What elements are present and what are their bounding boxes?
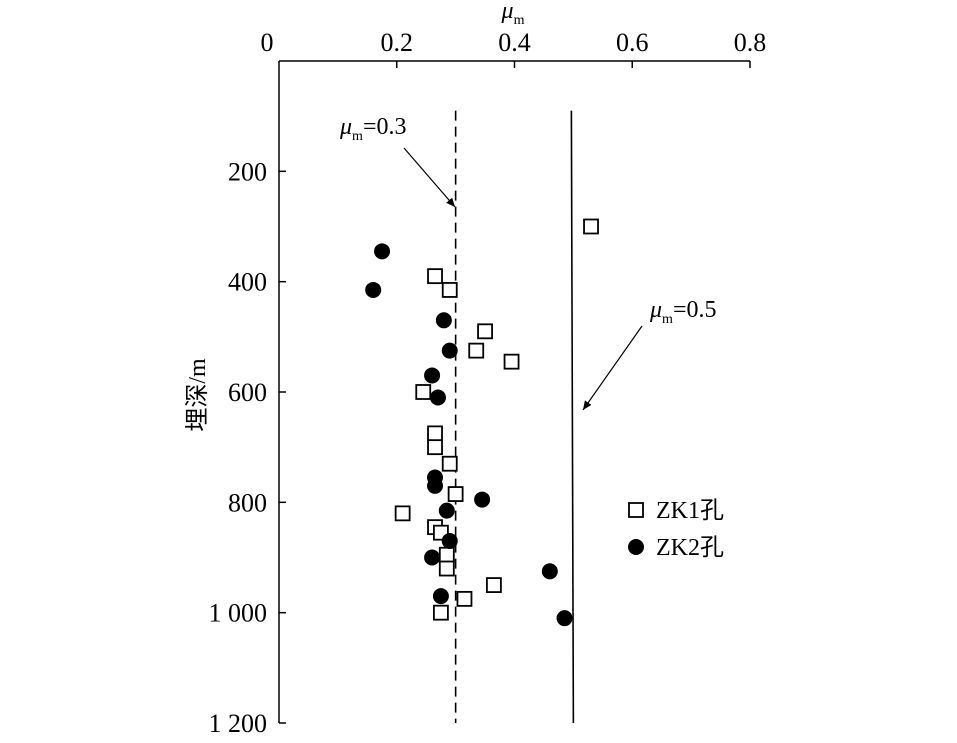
reference-lines — [454, 110, 575, 724]
square-point — [427, 268, 443, 285]
square-point — [441, 455, 458, 472]
y-tick-label: 600 — [228, 378, 267, 407]
annotations: μm=0.3 μm=0.5 — [339, 114, 716, 411]
legend-square-marker — [628, 502, 644, 518]
square-point — [503, 353, 520, 370]
square-point — [427, 425, 443, 442]
circle-point — [438, 502, 455, 519]
x-tick-label: 0.2 — [381, 28, 414, 57]
legend-item: ZK2孔 — [628, 535, 724, 561]
square-point — [441, 282, 458, 298]
square-point — [485, 577, 502, 593]
y-tick-label: 200 — [228, 157, 267, 186]
square-point — [433, 604, 449, 621]
data-points — [365, 218, 599, 627]
circle-point — [556, 610, 573, 627]
y-tick-label: 800 — [228, 488, 267, 517]
legend-item: ZK1孔 — [628, 498, 724, 524]
reference-line-label: μm=0.3 — [339, 114, 406, 144]
reference-line-label: μm=0.5 — [649, 297, 716, 327]
x-tick-label: 0.8 — [734, 28, 767, 57]
circle-point — [424, 549, 441, 566]
circle-point — [374, 243, 391, 260]
annotation-arrow — [403, 147, 456, 208]
circle-point — [432, 588, 449, 605]
x-tick-label: 0.4 — [498, 28, 531, 57]
square-point — [456, 590, 473, 607]
y-tick-label: 400 — [228, 268, 267, 297]
series-1 — [394, 218, 599, 621]
square-point — [438, 546, 455, 563]
circle-point — [541, 563, 558, 580]
square-point — [583, 218, 599, 235]
square-point — [477, 323, 493, 340]
y-tick-label: 1 000 — [209, 599, 268, 628]
y-axis-title: 埋深/m — [184, 358, 211, 432]
square-point — [438, 560, 455, 577]
circle-point — [365, 281, 382, 298]
square-point — [468, 342, 485, 359]
annotation-arrow — [582, 325, 643, 411]
square-point — [415, 384, 432, 400]
circle-point — [424, 367, 441, 384]
square-point — [447, 486, 464, 502]
axes: 0 0.2 0.4 0.6 0.8 200 400 600 800 1 000 1 200 μm 埋深/… — [184, 0, 766, 738]
legend-label: ZK2孔 — [656, 535, 724, 561]
x-tick-label: 0 — [261, 28, 274, 57]
circle-point — [427, 477, 444, 494]
x-axis-title: μm — [501, 0, 525, 28]
reference-line — [570, 110, 575, 724]
legend-circle-marker — [628, 539, 644, 555]
circle-point — [441, 532, 458, 549]
legend-label: ZK1孔 — [656, 498, 724, 524]
legend: ZK1孔 ZK2孔 — [628, 498, 724, 561]
square-point — [394, 505, 411, 522]
square-point — [427, 439, 443, 456]
circle-point — [441, 342, 458, 359]
circle-point — [435, 312, 452, 329]
x-tick-label: 0.6 — [616, 28, 649, 57]
circle-point — [429, 389, 446, 406]
circle-point — [474, 491, 491, 508]
series-2 — [365, 243, 573, 627]
y-tick-label: 1 200 — [209, 709, 268, 738]
